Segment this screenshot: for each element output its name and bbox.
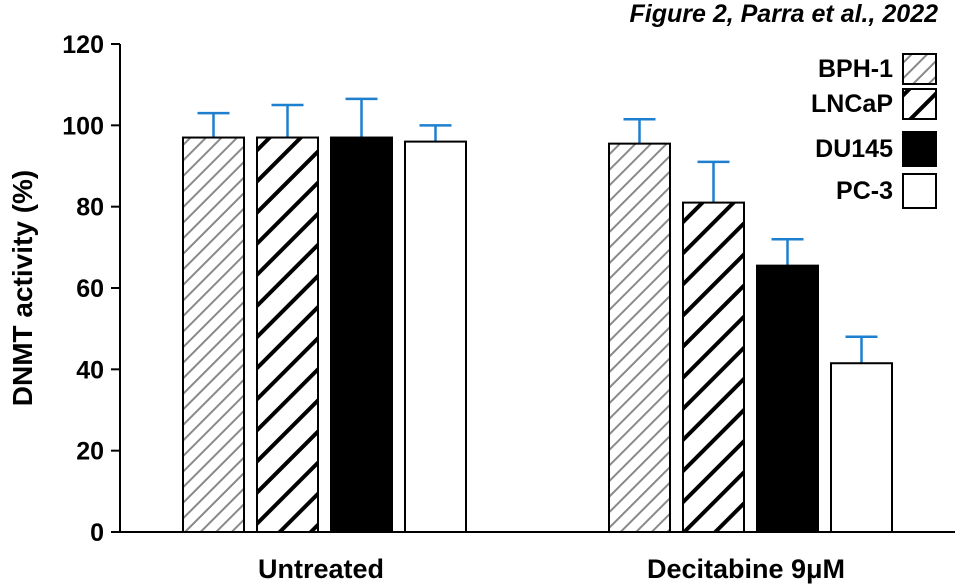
y-tick-label: 0 (90, 519, 104, 547)
y-tick-label: 60 (76, 275, 104, 303)
bar-du145 (330, 136, 393, 534)
y-tick-label: 80 (76, 194, 104, 222)
legend-label: BPH-1 (818, 55, 893, 83)
legend-label: LNCaP (811, 90, 893, 118)
axes: 0 20 40 60 80 100 120 Untreated Decitabine 9μM (62, 31, 955, 584)
legend-label: PC-3 (836, 177, 893, 205)
y-tick-label: 40 (76, 356, 104, 384)
legend-swatch-bph-1 (902, 53, 937, 85)
bar-lncap (682, 201, 745, 533)
y-axis-label: DNMT activity (%) (7, 170, 38, 406)
legend-label: DU145 (815, 135, 893, 163)
legend-swatch-du145 (902, 131, 937, 167)
bar-pc-3 (404, 140, 467, 533)
figure-caption: Figure 2, Parra et al., 2022 (630, 0, 939, 28)
bar-pc-3 (830, 362, 893, 533)
x-category-label: Untreated (258, 554, 384, 584)
legend: BPH-1 LNCaP DU145 PC-3 (811, 53, 937, 209)
bars-group (182, 97, 893, 534)
bar-lncap (256, 136, 319, 534)
bar-bph-1 (608, 142, 671, 533)
legend-swatch-lncap (902, 88, 937, 120)
y-tick-label: 120 (62, 31, 104, 59)
y-tick-label: 20 (76, 438, 104, 466)
legend-swatch-pc-3 (902, 173, 937, 209)
bar-bph-1 (182, 136, 245, 534)
y-tick-label: 100 (62, 112, 104, 140)
x-category-label: Decitabine 9μM (647, 554, 845, 584)
bar-du145 (756, 264, 819, 533)
